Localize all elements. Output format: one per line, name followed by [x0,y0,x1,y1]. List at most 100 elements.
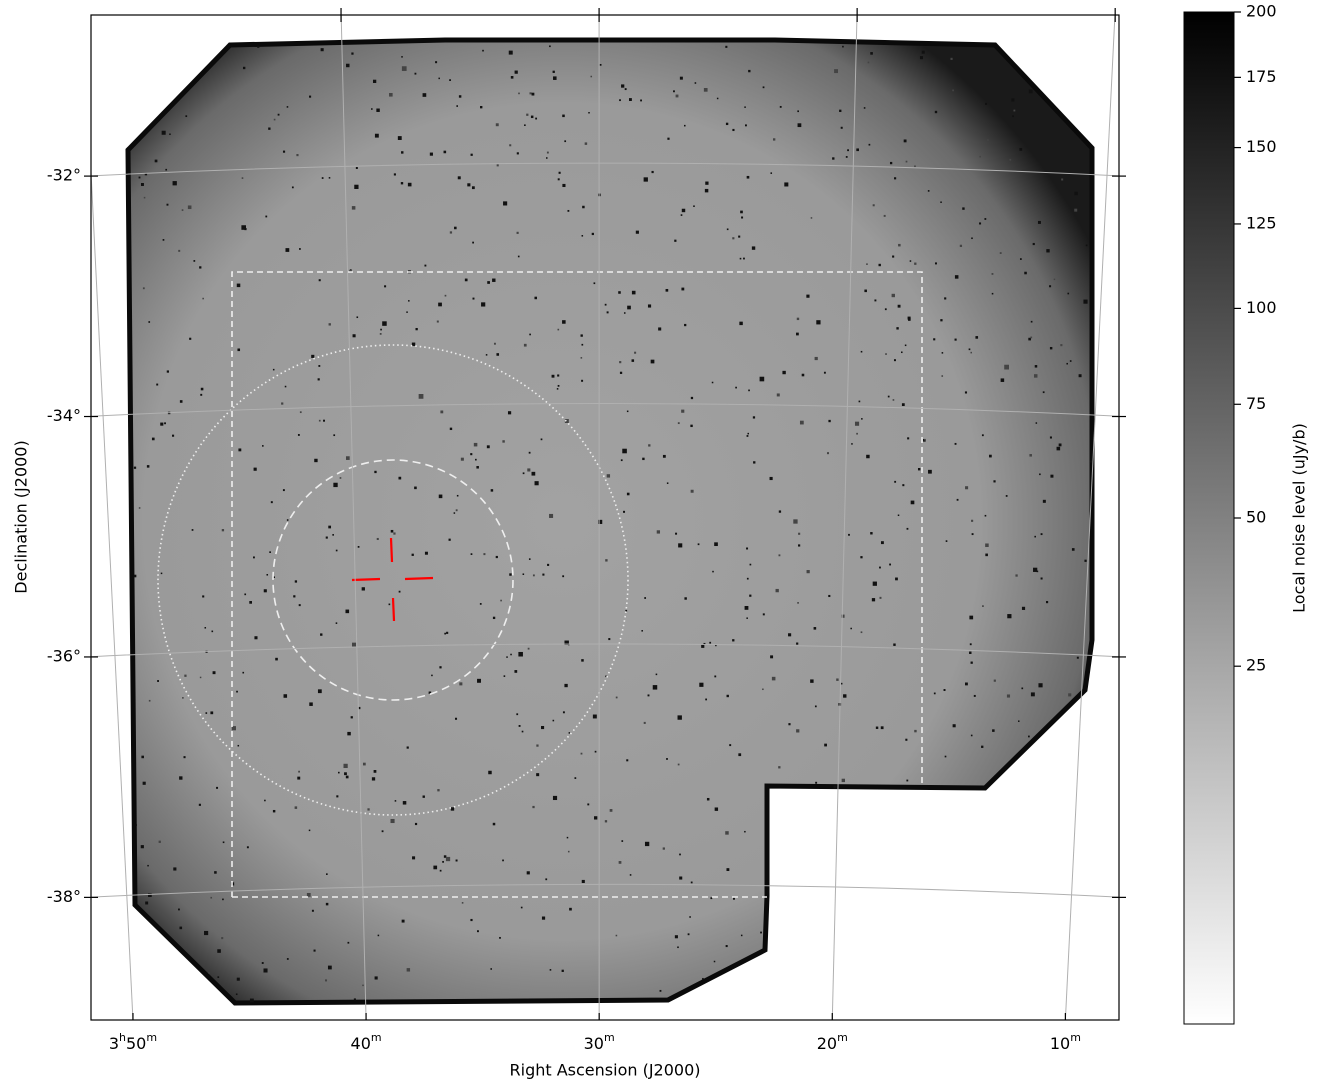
source [557,328,560,331]
source [898,243,901,247]
source [1084,559,1087,562]
source [164,422,166,425]
source [748,389,750,392]
source [263,968,268,973]
source [606,474,611,478]
source [193,260,196,262]
source [662,454,666,458]
source [863,107,866,109]
source [1000,378,1005,382]
source [486,445,490,449]
source [470,153,473,156]
source [429,152,433,156]
source [652,685,658,690]
source [608,638,611,641]
grid-line [91,643,1119,658]
source [891,293,895,298]
source [887,395,890,398]
source [940,201,942,203]
source [549,45,551,48]
source [1039,473,1041,476]
source [644,597,647,599]
source [495,555,498,559]
source [179,926,183,930]
source [534,481,539,486]
source [523,343,527,347]
source [901,403,905,407]
source [557,384,560,387]
source [284,385,287,388]
source [746,617,748,619]
source [492,822,496,826]
source [374,976,378,980]
source [398,590,401,593]
source [643,721,646,724]
source [868,143,871,146]
grid-line [340,15,367,1020]
source [712,570,714,573]
source [725,45,728,48]
source [732,237,735,240]
source [524,124,526,127]
source [897,514,900,517]
source [332,534,334,536]
source [221,529,225,532]
source [422,93,427,97]
source [335,549,338,552]
source [216,786,219,789]
source [138,507,141,509]
source [1040,577,1043,580]
source [797,110,799,113]
source [665,288,669,292]
source [401,56,403,58]
source [940,319,943,322]
source [594,816,598,820]
source [242,66,246,70]
source [909,260,912,262]
source [894,480,897,483]
source [449,79,451,81]
source [380,328,382,331]
source [439,666,442,669]
source [841,614,845,618]
map-footprint [125,37,1095,1006]
source [393,532,396,535]
source [599,63,602,66]
source [345,456,350,460]
source [236,977,240,981]
source [981,745,984,748]
source [760,931,762,934]
source [265,215,268,218]
source [1012,115,1014,118]
source [562,114,565,118]
source [677,946,679,949]
source [593,282,596,285]
source [320,633,323,636]
source [907,316,911,320]
source [1035,422,1038,424]
source [471,186,475,190]
source [726,228,729,231]
source [562,575,565,578]
source [431,674,433,677]
source [339,477,342,479]
source [266,574,269,576]
source [895,577,898,581]
source [1074,208,1078,212]
source [414,72,417,75]
source [146,465,150,468]
source [323,419,326,422]
source [944,297,947,300]
source [526,113,529,116]
source [327,965,332,970]
source [318,365,321,367]
source [813,627,817,630]
y-tick-label: -32° [47,166,81,185]
source [347,941,350,944]
source [257,45,260,48]
source [473,442,478,447]
source [140,183,144,186]
source [532,805,535,809]
source [619,361,622,364]
target-cross [351,537,434,622]
